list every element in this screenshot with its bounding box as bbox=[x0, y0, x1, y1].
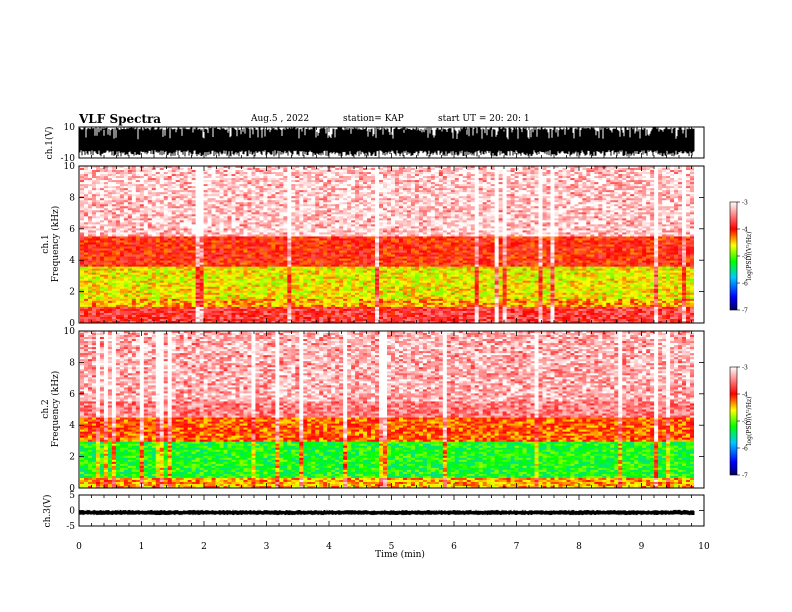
ch2-colorbar: -3-4-5-6-7 log(PSD)(V²/Hz) bbox=[730, 365, 753, 480]
ch1-spectrogram-panel bbox=[79, 166, 704, 323]
x-tick-label: 6 bbox=[451, 542, 457, 552]
x-tick-label: 4 bbox=[326, 542, 332, 552]
x-tick-label: 5 bbox=[389, 542, 395, 552]
ch1-spectrogram-tick-label: 8 bbox=[69, 193, 75, 203]
colorbar-tick-label: -7 bbox=[742, 308, 748, 315]
ch1-spectrogram-image bbox=[80, 166, 694, 323]
x-tick-label: 0 bbox=[76, 542, 82, 552]
ch1-waveform-tick-label: 10 bbox=[64, 123, 76, 133]
ch2-spectrogram-tick-label: 4 bbox=[69, 421, 75, 431]
ch2-spectrogram-panel bbox=[79, 331, 704, 488]
ch2-spectrogram-image bbox=[80, 331, 694, 488]
ch2-spectrogram-tick-label: 8 bbox=[69, 358, 75, 368]
ch1-waveform-trace bbox=[80, 127, 694, 156]
colorbar-tick-label: -3 bbox=[742, 200, 748, 207]
ch1-spectrogram-ylabel: ch.1 bbox=[41, 234, 51, 253]
x-tick-label: 9 bbox=[639, 542, 645, 552]
ch2-spectrogram-ylabel2: Frequency (kHz) bbox=[50, 371, 61, 448]
ch3-waveform-tick-label: -5 bbox=[66, 522, 75, 532]
ch2-spectrogram-ylabel: ch.2 bbox=[41, 399, 51, 418]
ch1-waveform-ylabel: ch.1(V) bbox=[44, 127, 55, 160]
x-tick-label: 7 bbox=[514, 542, 520, 552]
ch2-colorbar-label: log(PSD)(V²/Hz) bbox=[746, 397, 753, 446]
colorbar-tick-label: -7 bbox=[742, 473, 748, 480]
ch1-spectrogram-tick-label: 10 bbox=[64, 162, 76, 172]
ch2-spectrogram-tick-label: 10 bbox=[64, 327, 76, 337]
ch1-colorbar: -3-4-5-6-7 log(PSD)(V²/Hz) bbox=[730, 200, 753, 315]
colorbar-tick-label: -6 bbox=[742, 446, 748, 453]
ch2-spectrogram-tick-label: 6 bbox=[69, 390, 75, 400]
colorbar-tick-label: -6 bbox=[742, 281, 748, 288]
x-tick-label: 1 bbox=[139, 542, 145, 552]
ch1-spectrogram-ylabel2: Frequency (kHz) bbox=[50, 206, 61, 283]
x-axis-label: Time (min) bbox=[375, 549, 425, 560]
x-tick-label: 10 bbox=[698, 542, 710, 552]
colorbar-tick-label: -3 bbox=[742, 365, 748, 372]
ch3-waveform-ylabel: ch.3(V) bbox=[42, 495, 53, 528]
ch1-spectrogram-tick-label: 2 bbox=[69, 288, 75, 298]
ch1-colorbar-label: log(PSD)(V²/Hz) bbox=[746, 232, 753, 281]
ch3-waveform-tick-label: 0 bbox=[69, 507, 75, 517]
ch1-spectrogram-tick-label: 6 bbox=[69, 225, 75, 235]
x-tick-label: 3 bbox=[264, 542, 270, 552]
ch1-spectrogram-tick-label: 4 bbox=[69, 256, 75, 266]
x-tick-label: 2 bbox=[201, 542, 207, 552]
ch2-spectrogram-tick-label: 2 bbox=[69, 453, 75, 463]
ch3-waveform-tick-label: 5 bbox=[69, 491, 75, 501]
x-tick-label: 8 bbox=[576, 542, 582, 552]
